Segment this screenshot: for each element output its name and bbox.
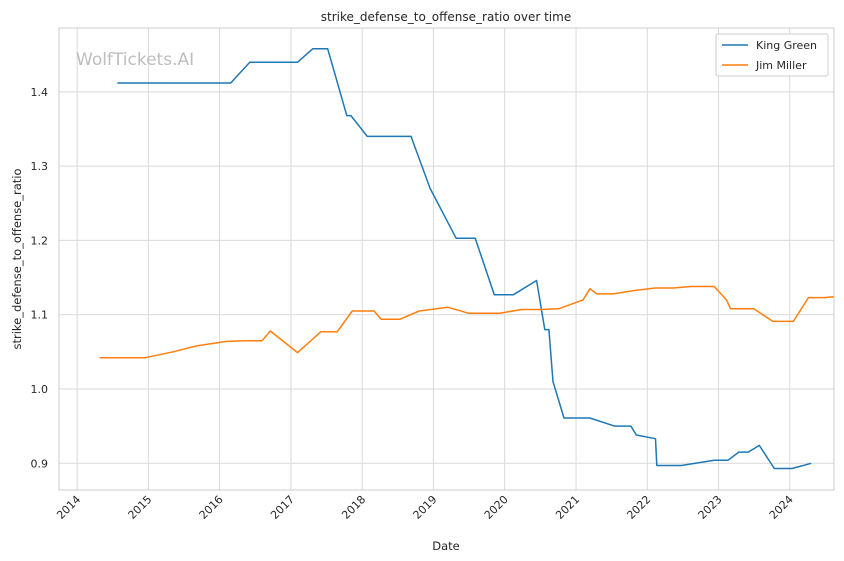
y-tick-label: 1.2: [31, 234, 49, 247]
grid-lines: [59, 28, 834, 490]
y-axis-ticks: 0.9 1.0 1.1 1.2 1.3 1.4: [31, 86, 49, 470]
series-line-king-green: [117, 48, 812, 470]
y-tick-label: 0.9: [31, 457, 49, 470]
chart-title: strike_defense_to_offense_ratio over tim…: [321, 10, 571, 24]
legend-label-king-green: King Green: [756, 39, 817, 52]
y-tick-label: 1.4: [31, 86, 49, 99]
y-tick-label: 1.0: [31, 383, 49, 396]
y-tick-label: 1.1: [31, 309, 49, 322]
watermark: WolfTickets.AI: [76, 50, 194, 70]
series-layer: [99, 48, 835, 470]
plot-area: [58, 27, 835, 491]
series-line-jim-miller: [99, 285, 835, 359]
y-tick-label: 1.3: [31, 160, 49, 173]
y-axis-label: strike_defense_to_offense_ratio: [10, 168, 24, 349]
legend: King Green Jim Miller: [715, 33, 829, 77]
legend-label-jim-miller: Jim Miller: [755, 59, 807, 72]
x-axis-label: Date: [432, 539, 460, 553]
